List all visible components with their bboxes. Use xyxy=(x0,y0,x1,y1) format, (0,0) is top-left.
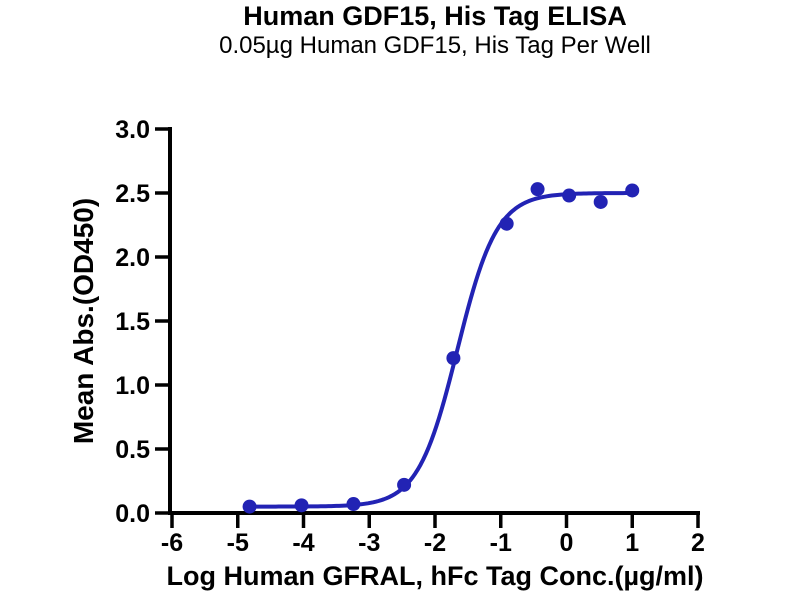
series-layer xyxy=(242,182,640,514)
axes-layer: -6 -5 -4 -3 -2 -1 0 1 2 0.0 0.5 1.0 1.5 2.0 2.5 3.0 xyxy=(115,116,705,557)
x-tick-label: -4 xyxy=(292,529,314,557)
data-point xyxy=(499,216,514,231)
y-tick-label: 2.0 xyxy=(115,244,150,272)
x-tick-label: -2 xyxy=(424,529,446,557)
y-tick-label: 3.0 xyxy=(115,116,150,144)
data-point xyxy=(397,477,412,492)
y-tick-label: 0.5 xyxy=(115,436,150,464)
x-tick-label: 2 xyxy=(691,529,705,557)
x-tick-label: -3 xyxy=(358,529,380,557)
chart-subtitle: 0.05µg Human GDF15, His Tag Per Well xyxy=(219,32,651,59)
x-tick-label: -6 xyxy=(161,529,183,557)
x-tick-label: -5 xyxy=(227,529,249,557)
y-tick-label: 1.0 xyxy=(115,372,150,400)
data-point xyxy=(530,182,545,197)
x-tick-label: 1 xyxy=(625,529,639,557)
data-point xyxy=(562,188,577,203)
y-tick-label: 0.0 xyxy=(115,500,150,528)
data-point xyxy=(294,498,309,513)
x-tick-label: 0 xyxy=(560,529,574,557)
data-point xyxy=(625,183,640,198)
data-point xyxy=(346,497,361,512)
y-tick-label: 2.5 xyxy=(115,180,150,208)
data-point xyxy=(446,351,461,366)
chart-title: Human GDF15, His Tag ELISA xyxy=(243,1,627,31)
y-tick-label: 1.5 xyxy=(115,308,150,336)
fit-curve xyxy=(247,191,633,509)
x-tick-label: -1 xyxy=(490,529,512,557)
y-axis-title: Mean Abs.(OD450) xyxy=(68,198,99,444)
data-point xyxy=(593,194,608,209)
x-axis-title: Log Human GFRAL, hFc Tag Conc.(µg/ml) xyxy=(166,561,703,591)
data-point xyxy=(242,499,257,514)
